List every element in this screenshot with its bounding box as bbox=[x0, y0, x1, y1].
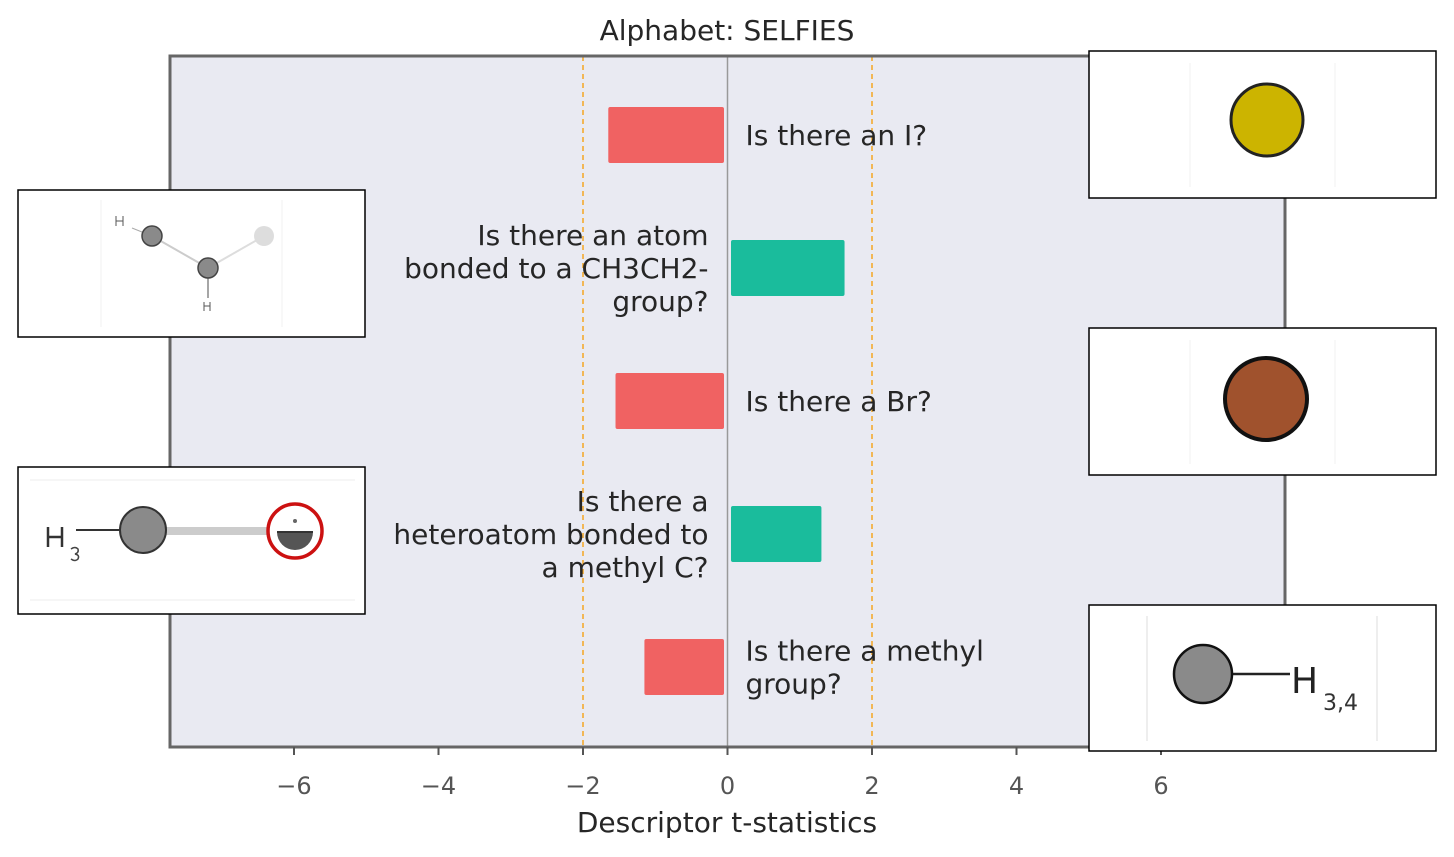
bar-label-3: Is there a heteroatom bonded to a methyl C… bbox=[393, 485, 708, 584]
bar-labels: Is there an I? Is there an atom bonded to … bbox=[393, 119, 983, 701]
x-axis-title: Descriptor t-statistics bbox=[577, 806, 877, 839]
methyl-subscript: 3,4 bbox=[1323, 691, 1358, 716]
x-tick-label-3: 0 bbox=[720, 772, 735, 800]
significance-lines bbox=[582, 56, 873, 747]
heteroatom-methyl-molecule-icon bbox=[17, 466, 366, 615]
x-tick-label-0: −6 bbox=[276, 772, 311, 800]
iodine-atom bbox=[1229, 82, 1305, 158]
bars bbox=[608, 107, 845, 695]
bar-2 bbox=[615, 373, 724, 429]
bar-1 bbox=[731, 240, 845, 296]
bar-0 bbox=[608, 107, 724, 163]
bar-label-4: Is there a methyl group? bbox=[746, 635, 984, 701]
x-tick-label-2: −2 bbox=[565, 772, 600, 800]
bar-label-0: Is there an I? bbox=[746, 119, 928, 152]
bar-label-2: Is there a Br? bbox=[746, 385, 932, 418]
methyl-group-molecule-icon: H 3,4 bbox=[1088, 604, 1437, 752]
bar-3 bbox=[731, 506, 822, 562]
x-axis-ticks: −6 −4 −2 0 2 4 6 bbox=[276, 747, 1169, 800]
x-tick-label-5: 4 bbox=[1009, 772, 1024, 800]
iodine-atom-molecule-icon bbox=[1088, 50, 1437, 199]
chart-title: Alphabet: SELFIES bbox=[600, 14, 855, 47]
x-tick-label-1: −4 bbox=[421, 772, 456, 800]
bar-4 bbox=[644, 639, 724, 695]
bar-label-1: Is there an atom bonded to a CH3CH2-group… bbox=[404, 219, 708, 318]
ethyl-fragment-molecule-icon bbox=[17, 189, 366, 338]
bromine-atom-molecule-icon bbox=[1088, 327, 1437, 476]
bromine-atom bbox=[1223, 356, 1309, 442]
methyl-h-label: H bbox=[1291, 661, 1318, 702]
x-tick-label-4: 2 bbox=[864, 772, 879, 800]
x-tick-label-6: 6 bbox=[1153, 772, 1168, 800]
